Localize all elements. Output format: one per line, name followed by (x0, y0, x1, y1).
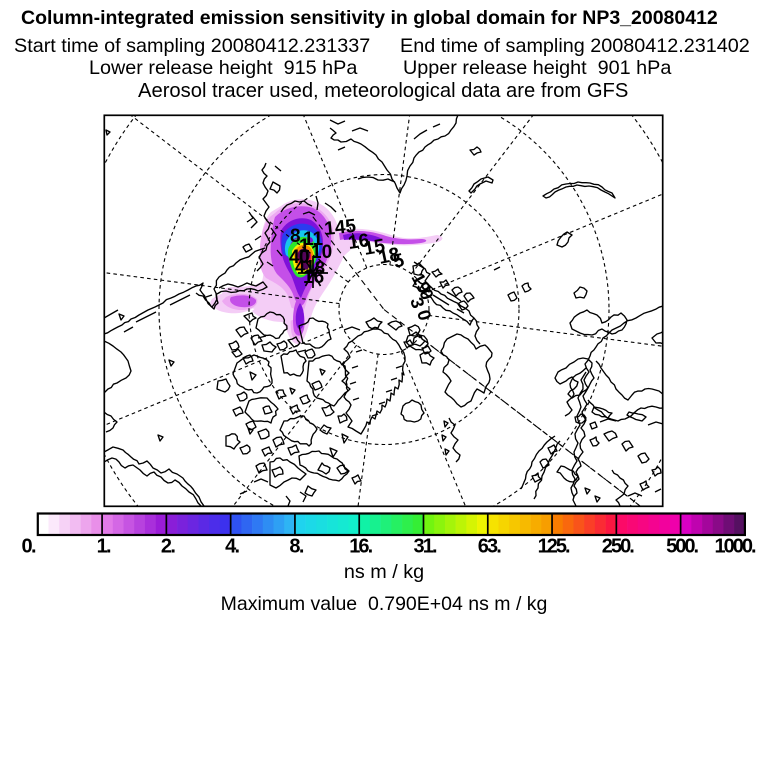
svg-text:0: 0 (299, 247, 310, 268)
svg-text:ns m / kg: ns m / kg (344, 561, 424, 583)
svg-text:250.: 250. (602, 535, 635, 557)
svg-text:8: 8 (290, 226, 301, 247)
svg-text:1.: 1. (97, 535, 112, 557)
svg-text:500.: 500. (666, 535, 699, 557)
svg-text:145: 145 (323, 216, 357, 240)
svg-text:8.: 8. (289, 535, 304, 557)
svg-text:Upper release height 901 hPa: Upper release height 901 hPa (403, 57, 671, 79)
svg-text:End time of sampling 20080412.: End time of sampling 20080412.231402 (400, 35, 750, 57)
svg-text:4.: 4. (225, 535, 240, 557)
svg-text:10: 10 (311, 242, 332, 263)
svg-text:1000.: 1000. (715, 535, 757, 557)
svg-text:125.: 125. (538, 535, 571, 557)
svg-text:Maximum value 0.790E+04 ns m: Maximum value 0.790E+04 ns m / kg (221, 593, 548, 615)
svg-text:31.: 31. (414, 535, 438, 557)
svg-text:Lower release height 915 hPa: Lower release height 915 hPa (89, 57, 357, 79)
svg-text:16.: 16. (349, 535, 373, 557)
svg-text:Start time of sampling 2008041: Start time of sampling 20080412.231337 (14, 35, 370, 57)
svg-text:41: 41 (295, 257, 315, 277)
svg-text:1: 1 (299, 236, 310, 257)
svg-text:16: 16 (347, 230, 371, 254)
svg-text:4: 4 (289, 247, 300, 268)
svg-text:2.: 2. (161, 535, 176, 557)
svg-text:0.: 0. (22, 535, 37, 557)
svg-text:18: 18 (377, 244, 402, 269)
svg-text:Column-integrated emission sen: Column-integrated emission sensitivity i… (21, 7, 718, 29)
svg-text:15: 15 (362, 235, 387, 259)
svg-text:11: 11 (303, 229, 324, 250)
svg-text:Aerosol tracer used, meteorolo: Aerosol tracer used, meteorological data… (138, 80, 628, 102)
svg-text:63.: 63. (478, 535, 502, 557)
svg-text:8: 8 (315, 258, 325, 278)
